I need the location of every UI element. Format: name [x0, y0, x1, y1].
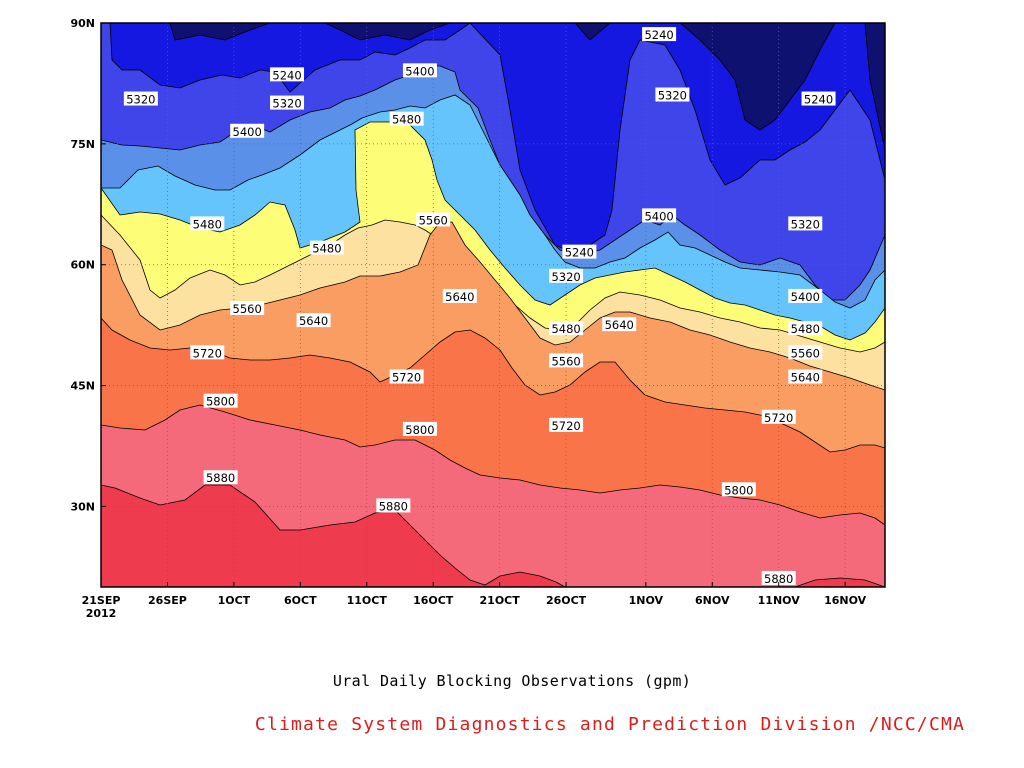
contour-label-text: 5880 [379, 499, 408, 513]
contour-label-text: 5480 [791, 322, 820, 336]
contour-label-text: 5720 [764, 411, 793, 425]
contour-label: 5320 [123, 91, 158, 107]
contour-label-text: 5480 [312, 242, 341, 256]
y-tick-label: 30N [70, 500, 95, 513]
contour-label-text: 5640 [445, 290, 474, 304]
contour-label: 5320 [655, 87, 690, 103]
contour-label-text: 5320 [658, 89, 687, 103]
contour-label-text: 5720 [193, 346, 222, 360]
y-tick-label: 45N [70, 380, 95, 393]
y-tick-label: 75N [70, 138, 95, 151]
contour-label-text: 5640 [299, 314, 328, 328]
contour-label-text: 5640 [791, 371, 820, 385]
contour-label: 5720 [549, 417, 584, 433]
contour-label: 5320 [270, 95, 305, 111]
contour-label-text: 5240 [565, 246, 594, 260]
x-tick-label: 6OCT [284, 594, 317, 607]
contour-label: 5640 [602, 317, 637, 332]
x-tick-label: 11NOV [758, 594, 801, 607]
contour-label: 5240 [642, 27, 677, 42]
x-tick-label: 1NOV [629, 594, 664, 607]
contour-label-text: 5320 [551, 270, 580, 284]
contour-label: 5320 [788, 216, 823, 231]
contour-label-text: 5400 [233, 125, 262, 139]
x-tick-label: 26SEP [148, 594, 187, 607]
contour-label-text: 5720 [551, 419, 580, 433]
contour-label: 5320 [549, 268, 584, 284]
contour-label: 5720 [190, 345, 225, 360]
grid-lines [101, 23, 885, 587]
contour-label-text: 5320 [791, 217, 820, 231]
contour-label: 5240 [562, 244, 597, 260]
x-tick-label: 1OCT [218, 594, 251, 607]
contour-label-text: 5800 [405, 423, 434, 437]
contour-label-text: 5400 [791, 290, 820, 304]
contour-label-text: 5480 [193, 217, 222, 231]
contour-label: 5880 [376, 498, 411, 513]
x-tick-label: 16NOV [824, 594, 867, 607]
y-tick-label: 90N [70, 17, 95, 30]
contour-label: 5800 [203, 393, 238, 409]
contour-label-text: 5560 [419, 213, 448, 227]
contour-label: 5880 [203, 470, 238, 485]
y-axis: 30N 45N 60N 75N 90N [70, 17, 106, 513]
contour-label: 5240 [270, 67, 305, 82]
contour-labels: 5240 5320 5240 5320 5400 5400 5480 5320 5240 5480… [123, 27, 836, 586]
contour-label: 5640 [442, 288, 477, 304]
contour-label: 5800 [402, 421, 437, 437]
contour-label: 5640 [788, 369, 823, 385]
contour-label-text: 5880 [206, 471, 235, 485]
contour-label: 5560 [788, 345, 823, 360]
contour-label: 5240 [801, 91, 836, 107]
contour-label-text: 5640 [605, 318, 634, 332]
plot-frame [100, 22, 886, 588]
contour-label: 5720 [761, 409, 796, 425]
contour-label: 5480 [788, 321, 823, 336]
y-tick-label: 60N [70, 259, 95, 272]
contour-label: 5560 [549, 353, 584, 368]
x-tick-label: 26OCT [546, 594, 587, 607]
contour-label-text: 5240 [644, 28, 673, 42]
contour-label: 5400 [788, 288, 823, 304]
contour-label-text: 5240 [804, 93, 833, 107]
contour-label: 5480 [309, 240, 344, 256]
contour-label-text: 5320 [272, 97, 301, 111]
contour-label-text: 5800 [724, 483, 753, 497]
contour-label: 5560 [416, 212, 451, 227]
contour-label-text: 5480 [392, 113, 421, 127]
contour-label-text: 5560 [551, 354, 580, 368]
chart-credit: Climate System Diagnostics and Predictio… [254, 714, 966, 735]
contour-label-text: 5800 [206, 395, 235, 409]
x-tick-label: 11OCT [347, 594, 388, 607]
contour-label-text: 5480 [551, 322, 580, 336]
contour-label: 5480 [389, 111, 424, 127]
contour-label-text: 5880 [764, 572, 793, 586]
contour-label: 5480 [190, 216, 225, 231]
contour-label: 5560 [230, 301, 265, 316]
contour-bands [100, 22, 886, 588]
contour-label-text: 5400 [405, 64, 434, 78]
x-tick-label: 16OCT [413, 594, 454, 607]
x-tick-label: 2012 [86, 607, 117, 620]
contour-label: 5480 [549, 321, 584, 336]
contour-label: 5400 [230, 123, 265, 139]
x-tick-label: 21OCT [480, 594, 521, 607]
contour-label: 5800 [721, 482, 756, 497]
contour-label-text: 5400 [644, 209, 673, 223]
contour-label-text: 5560 [233, 302, 262, 316]
x-tick-label: 21SEP [82, 594, 121, 607]
contour-label-text: 5720 [392, 371, 421, 385]
contour-label: 5640 [296, 313, 331, 328]
x-tick-label: 6NOV [695, 594, 730, 607]
contour-label: 5720 [389, 369, 424, 385]
contour-label-text: 5320 [126, 93, 155, 107]
contour-label: 5880 [761, 570, 796, 586]
contour-label: 5400 [642, 208, 677, 223]
contour-label: 5400 [402, 63, 437, 78]
chart-title: Ural Daily Blocking Observations (gpm) [332, 672, 692, 690]
contour-label-text: 5240 [272, 68, 301, 82]
contour-label-text: 5560 [791, 346, 820, 360]
